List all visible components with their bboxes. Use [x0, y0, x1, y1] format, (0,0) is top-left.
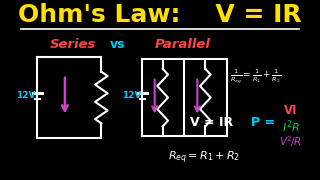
Text: $R_{eq} = R_1 + R_2$: $R_{eq} = R_1 + R_2$ — [168, 150, 240, 166]
Text: VI: VI — [284, 104, 297, 117]
Text: Ohm's Law:    V = IR: Ohm's Law: V = IR — [18, 3, 302, 27]
Text: vs: vs — [109, 38, 125, 51]
Text: P =: P = — [251, 116, 275, 129]
Text: $I^2R$: $I^2R$ — [282, 118, 300, 135]
Text: $V^2\!/R$: $V^2\!/R$ — [279, 134, 302, 149]
Text: $\frac{1}{R_{eq}}=\frac{1}{R_1}+\frac{1}{R_2}$: $\frac{1}{R_{eq}}=\frac{1}{R_1}+\frac{1}… — [230, 67, 282, 86]
Text: Parallel: Parallel — [154, 38, 210, 51]
Text: Series: Series — [50, 38, 96, 51]
Text: 12V: 12V — [16, 91, 36, 100]
Text: 12V: 12V — [122, 91, 141, 100]
Text: V = IR: V = IR — [190, 116, 233, 129]
